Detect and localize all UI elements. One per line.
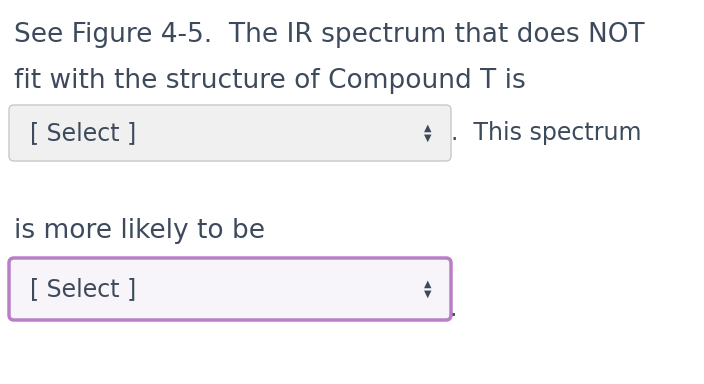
Text: .  This spectrum: . This spectrum	[451, 121, 641, 145]
Text: fit with the structure of Compound T is: fit with the structure of Compound T is	[14, 68, 526, 94]
Text: ▼: ▼	[425, 289, 432, 299]
Text: ▼: ▼	[425, 133, 432, 143]
Text: [ Select ]: [ Select ]	[30, 277, 137, 301]
Text: is more likely to be: is more likely to be	[14, 218, 265, 244]
FancyBboxPatch shape	[9, 105, 451, 161]
Text: ▲: ▲	[425, 279, 432, 289]
Text: See Figure 4-5.  The IR spectrum that does NOT: See Figure 4-5. The IR spectrum that doe…	[14, 22, 645, 48]
Text: .: .	[450, 297, 458, 321]
Text: ▲: ▲	[425, 123, 432, 133]
Text: [ Select ]: [ Select ]	[30, 121, 137, 145]
FancyBboxPatch shape	[9, 258, 451, 320]
